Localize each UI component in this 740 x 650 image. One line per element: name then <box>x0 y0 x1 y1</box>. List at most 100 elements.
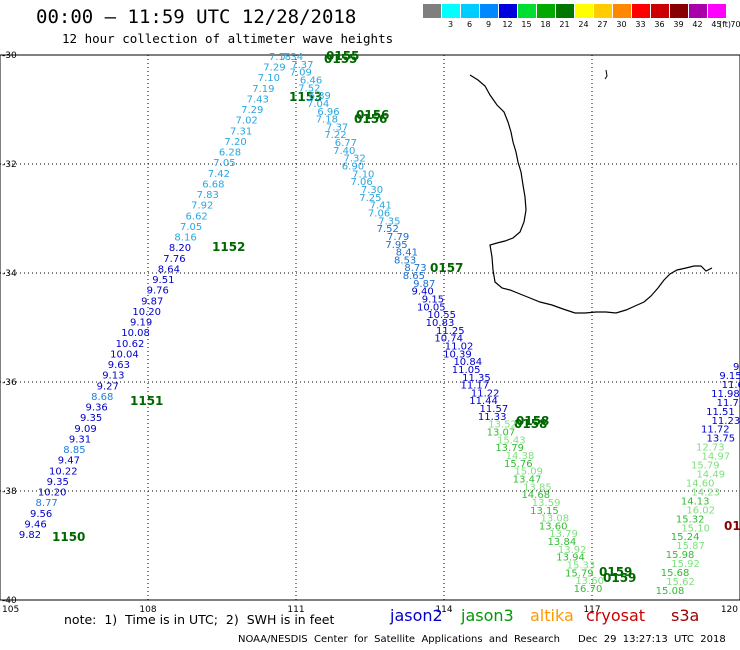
swh-value-track: 14.68 <box>521 490 550 501</box>
swh-value-jason2: 9.47 <box>58 456 80 467</box>
scale-swatch <box>498 4 517 18</box>
swh-value-track: 15.33 <box>567 561 596 572</box>
swh-value-jason2: 9.87 <box>141 296 163 307</box>
swh-value-east: 15.62 <box>666 577 695 588</box>
swh-value-jason2: 7.29 <box>263 63 285 74</box>
swh-value-east: 14.97 <box>701 452 730 463</box>
longitude-tick: 105 <box>2 605 19 615</box>
swh-value-track: 15.43 <box>497 435 526 446</box>
pass-time-label-shadow: 0155 <box>326 49 359 63</box>
footer-note: note: 1) Time is in UTC; 2) SWH is in fe… <box>64 612 335 627</box>
scale-bin <box>422 4 441 29</box>
swh-value-track: 13.94 <box>556 553 585 564</box>
swh-value-track: 7.32 <box>343 154 365 165</box>
swh-value-jason2: 7.29 <box>241 105 263 116</box>
scale-swatch <box>612 4 631 18</box>
swh-value-east: 15.32 <box>676 514 705 525</box>
swh-value-track: 6.46 <box>300 75 322 86</box>
swh-value-track: 8.65 <box>403 271 425 282</box>
map-title: 00:00 – 11:59 UTC 12/28/2018 <box>36 6 357 28</box>
swh-value-jason2: 10.20 <box>38 488 67 499</box>
scale-label: 42 <box>692 20 703 29</box>
swh-value-east: 15.68 <box>661 568 690 579</box>
scale-bin: 3 <box>441 4 460 29</box>
swh-value-east: 13.75 <box>707 434 736 445</box>
scale-swatch <box>650 4 669 18</box>
latitude-tick: -36 <box>2 378 17 388</box>
swh-value-track: 7.79 <box>387 232 409 243</box>
swh-value-track: 11.25 <box>436 326 465 337</box>
scale-bin: 18 <box>536 4 555 29</box>
scale-swatch <box>422 4 441 18</box>
swh-value-track: 7.22 <box>324 130 346 141</box>
longitude-tick: 114 <box>435 605 452 615</box>
latitude-tick: -38 <box>2 487 17 497</box>
swh-value-jason2: 6.68 <box>202 179 224 190</box>
swh-value-track: 11.57 <box>480 404 509 415</box>
scale-swatch <box>536 4 555 18</box>
swh-value-track: 13.15 <box>530 506 559 517</box>
swh-value-track: 7.34 <box>281 52 303 63</box>
swh-value-jason2: 10.08 <box>121 328 150 339</box>
scale-swatch <box>669 4 688 18</box>
swh-value-jason2: 10.22 <box>49 466 78 477</box>
swh-value-east: 11.51 <box>706 407 735 418</box>
swh-value-track: 6.77 <box>335 138 357 149</box>
swh-value-track: 6.90 <box>342 162 364 173</box>
scale-swatch <box>460 4 479 18</box>
swh-value-east: 11.23 <box>712 416 740 427</box>
scale-label: 12 <box>502 20 513 29</box>
swh-value-track: 11.33 <box>478 412 507 423</box>
scale-bin: 33 <box>631 4 650 29</box>
swh-value-track: 10.39 <box>443 349 472 360</box>
footer-credit: NOAA/NESDIS Center for Satellite Applica… <box>238 634 560 645</box>
scale-swatch <box>555 4 574 18</box>
latitude-tick: -30 <box>2 51 17 61</box>
swh-value-jason2: 7.18 <box>269 52 291 63</box>
scale-label: 9 <box>485 20 492 29</box>
swh-value-east: 16.02 <box>686 505 715 516</box>
track-jason2-western: 9.829.469.568.7710.209.3510.229.478.859.… <box>19 52 291 541</box>
scale-label: 27 <box>597 20 608 29</box>
swh-value-east: 15.24 <box>671 532 700 543</box>
swh-value-track: 7.04 <box>307 99 329 110</box>
latitude-tick: -34 <box>2 269 17 279</box>
scale-swatch <box>574 4 593 18</box>
scale-bin: 70 <box>726 4 740 29</box>
swh-value-track: 10.05 <box>417 302 446 313</box>
swh-value-jason2: 9.13 <box>102 371 124 382</box>
scale-label: 45 <box>711 20 722 29</box>
swh-value-track: 10.74 <box>434 334 463 345</box>
swh-value-track: 13.92 <box>558 545 587 556</box>
swh-value-track: 13.60 <box>539 521 568 532</box>
swh-value-jason2: 10.04 <box>110 349 139 360</box>
swh-value-track: 11.05 <box>452 365 481 376</box>
coastline-australia <box>469 69 713 314</box>
scale-swatch <box>517 4 536 18</box>
swh-value-jason2: 7.05 <box>180 222 202 233</box>
scale-label: 24 <box>578 20 589 29</box>
swh-value-track: 13.47 <box>513 474 542 485</box>
rottnest-island <box>604 69 608 80</box>
swh-value-track: 6.89 <box>309 91 331 102</box>
satellite-legend-s3a: s3a <box>671 606 700 625</box>
scale-bin: 36 <box>650 4 669 29</box>
swh-value-track: 13.08 <box>541 514 570 525</box>
scale-label: 18 <box>540 20 551 29</box>
swh-value-track: 15.76 <box>504 459 533 470</box>
coastline-path <box>469 74 713 314</box>
swh-value-track: 15.09 <box>514 467 543 478</box>
swh-value-track: 11.17 <box>461 381 490 392</box>
swh-value-track: 9.15 <box>422 295 444 306</box>
swh-value-jason2: 9.76 <box>147 286 169 297</box>
swh-value-track: 13.84 <box>548 537 577 548</box>
satellite-legend-jason3: jason3 <box>461 606 514 625</box>
swh-value-jason2: 7.19 <box>252 84 274 95</box>
swh-value-track: 7.06 <box>368 208 390 219</box>
latitude-tick: -40 <box>2 596 17 606</box>
latitude-tick-labels: -30 -32 -34 -36 -38 -40 <box>2 51 17 606</box>
swh-value-track: 7.10 <box>352 169 374 180</box>
pass-time-label: 0159 <box>599 565 632 579</box>
swh-value-east: 12.73 <box>696 443 725 454</box>
swh-value-track: 11.44 <box>469 396 498 407</box>
